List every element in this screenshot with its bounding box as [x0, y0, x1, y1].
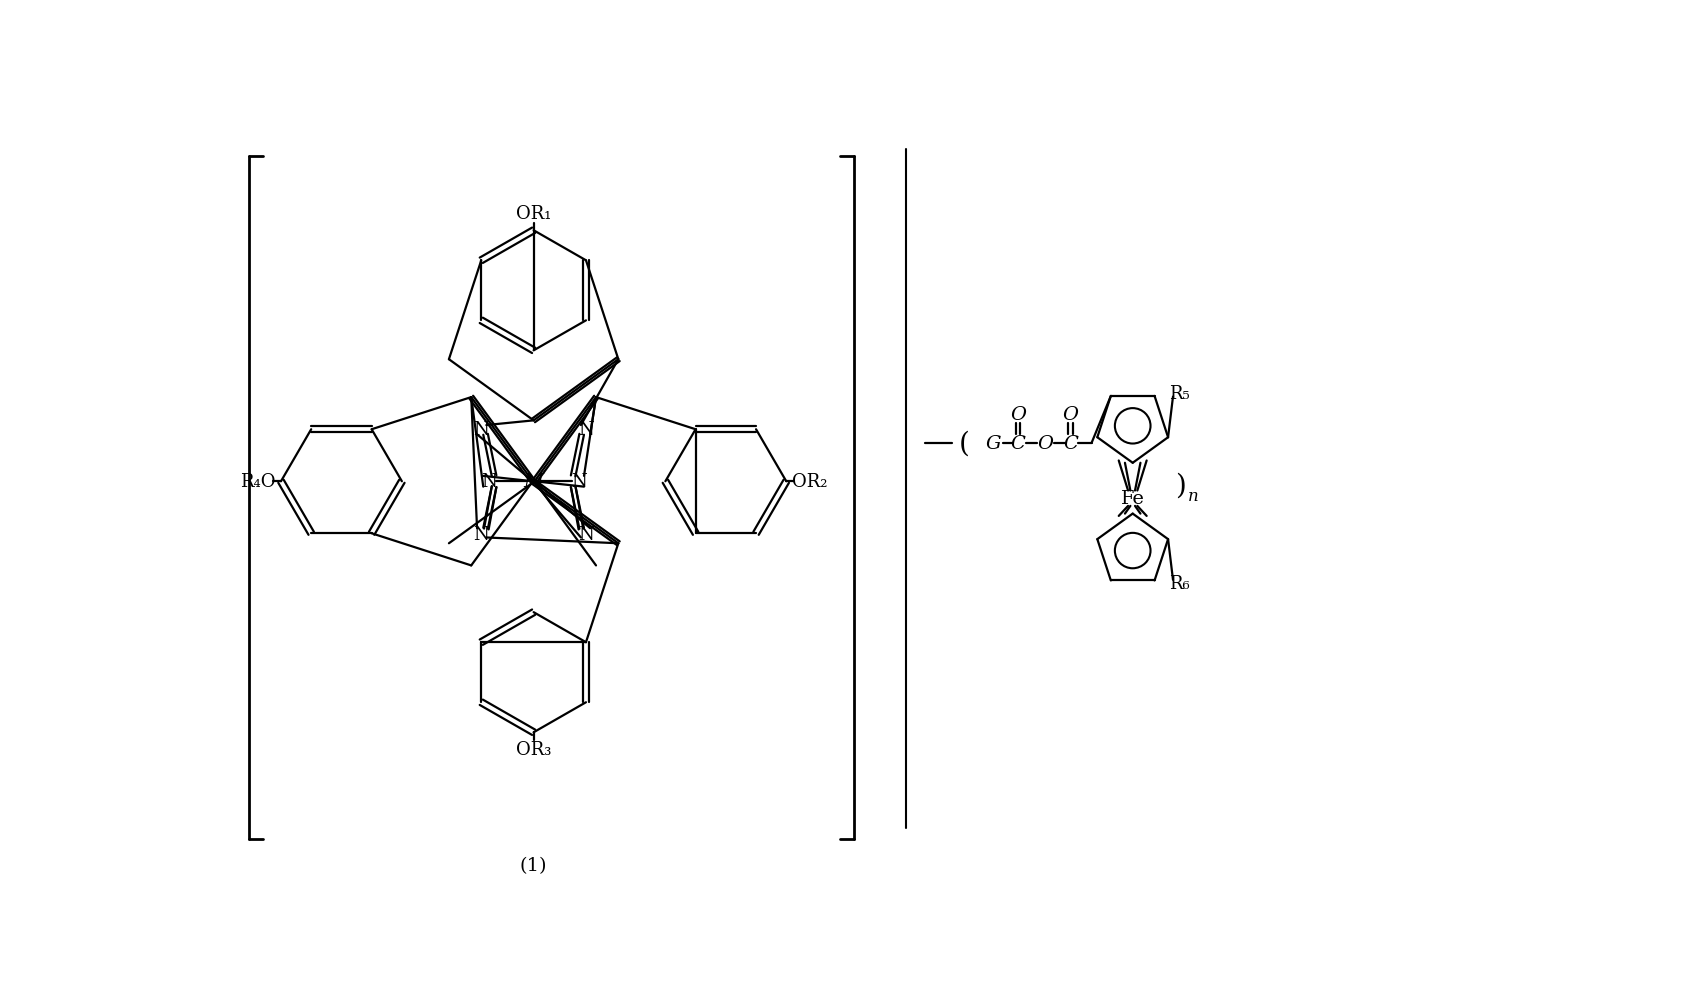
Text: O: O — [1011, 405, 1026, 423]
Text: R₆: R₆ — [1169, 574, 1189, 592]
Text: N: N — [480, 473, 497, 491]
Text: OR₁: OR₁ — [516, 205, 551, 223]
Text: R₅: R₅ — [1169, 385, 1189, 403]
Text: N: N — [578, 421, 594, 439]
Text: N: N — [473, 525, 488, 543]
Text: N: N — [578, 525, 594, 543]
Text: N: N — [570, 473, 587, 491]
Text: N: N — [473, 421, 488, 439]
Text: (1): (1) — [521, 856, 548, 874]
Text: OR₂: OR₂ — [792, 473, 828, 491]
Text: M: M — [524, 473, 544, 491]
Text: G: G — [985, 434, 1001, 452]
Text: n: n — [1187, 487, 1199, 504]
Text: R₄O: R₄O — [239, 473, 275, 491]
Text: Fe: Fe — [1121, 490, 1145, 508]
Text: C: C — [1063, 434, 1079, 452]
Text: C: C — [1011, 434, 1026, 452]
Text: (: ( — [958, 430, 968, 457]
Text: O: O — [1063, 405, 1079, 423]
Text: ): ) — [1175, 472, 1186, 499]
Text: O: O — [1038, 434, 1053, 452]
Text: OR₃: OR₃ — [516, 740, 551, 759]
